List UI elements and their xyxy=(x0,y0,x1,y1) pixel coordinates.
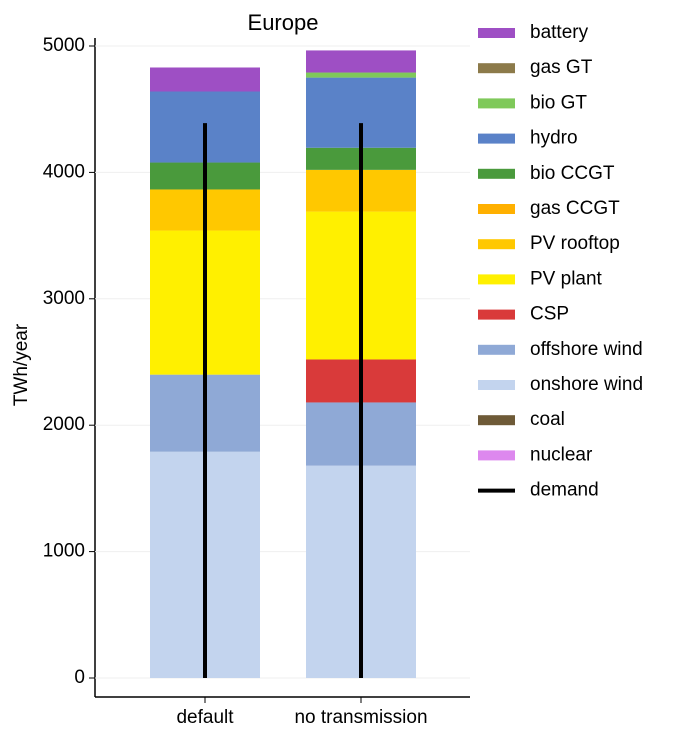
legend-label: gas GT xyxy=(530,57,593,78)
chart-title: Europe xyxy=(248,10,319,35)
legend-label: onshore wind xyxy=(530,374,643,395)
legend-swatch xyxy=(478,344,515,355)
x-tick-label: default xyxy=(176,707,234,728)
legend-label: PV plant xyxy=(530,268,603,289)
y-tick-label: 1000 xyxy=(43,541,85,562)
legend-swatch xyxy=(478,204,515,214)
x-tick-label: no transmission xyxy=(294,707,427,728)
bar-segment xyxy=(306,50,416,73)
legend-swatch xyxy=(478,63,515,74)
legend-label: coal xyxy=(530,409,565,430)
legend-label: battery xyxy=(530,22,589,43)
legend-label: offshore wind xyxy=(530,339,643,360)
bar-segment xyxy=(150,67,260,92)
legend-label: gas CCGT xyxy=(530,198,620,219)
legend-swatch xyxy=(478,98,515,109)
legend-swatch xyxy=(478,133,515,144)
y-tick-label: 0 xyxy=(74,667,85,688)
legend-swatch xyxy=(478,274,515,285)
legend-label: PV rooftop xyxy=(530,233,620,254)
bar-segment xyxy=(306,72,416,78)
legend-swatch xyxy=(478,309,515,320)
y-axis-label: TWh/year xyxy=(11,323,32,406)
legend-swatch xyxy=(478,28,515,38)
legend-swatch xyxy=(478,168,515,179)
legend-swatch xyxy=(478,415,515,426)
legend-label: demand xyxy=(530,480,599,501)
legend-label: CSP xyxy=(530,304,569,325)
legend-swatch xyxy=(478,450,515,461)
legend-swatch xyxy=(478,380,515,390)
y-tick-label: 4000 xyxy=(43,161,85,182)
legend-label: bio GT xyxy=(530,92,587,113)
legend-label: nuclear xyxy=(530,444,593,465)
y-tick-label: 5000 xyxy=(43,35,85,56)
legend-label: bio CCGT xyxy=(530,163,615,184)
legend-label: hydro xyxy=(530,128,578,149)
y-tick-label: 3000 xyxy=(43,288,85,309)
legend-swatch xyxy=(478,239,515,250)
y-tick-label: 2000 xyxy=(43,414,85,435)
